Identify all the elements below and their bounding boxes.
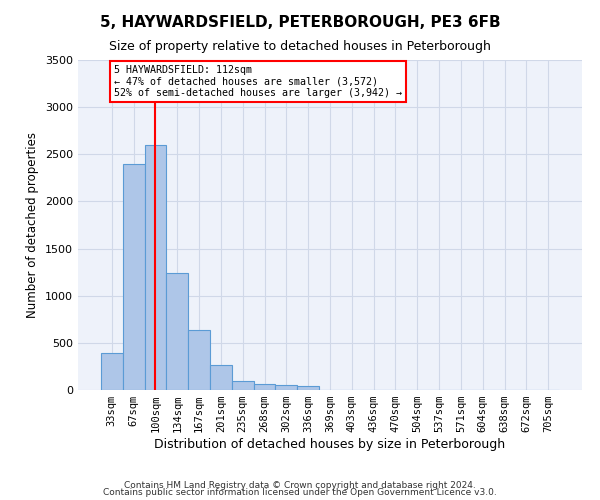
Y-axis label: Number of detached properties: Number of detached properties (26, 132, 40, 318)
Bar (101, 353, 123, 390)
Bar (145, 145, 166, 390)
Bar (297, 386, 319, 390)
Text: Contains HM Land Registry data © Crown copyright and database right 2024.: Contains HM Land Registry data © Crown c… (124, 480, 476, 490)
Bar (254, 384, 275, 390)
Bar (123, 164, 145, 390)
X-axis label: Distribution of detached houses by size in Peterborough: Distribution of detached houses by size … (154, 438, 506, 451)
Bar (166, 273, 188, 390)
Text: 5 HAYWARDSFIELD: 112sqm
← 47% of detached houses are smaller (3,572)
52% of semi: 5 HAYWARDSFIELD: 112sqm ← 47% of detache… (114, 64, 402, 98)
Bar (275, 385, 297, 390)
Bar (188, 330, 210, 390)
Text: Contains public sector information licensed under the Open Government Licence v3: Contains public sector information licen… (103, 488, 497, 497)
Bar (210, 366, 232, 390)
Bar (232, 380, 254, 390)
Text: Size of property relative to detached houses in Peterborough: Size of property relative to detached ho… (109, 40, 491, 53)
Text: 5, HAYWARDSFIELD, PETERBOROUGH, PE3 6FB: 5, HAYWARDSFIELD, PETERBOROUGH, PE3 6FB (100, 15, 500, 30)
